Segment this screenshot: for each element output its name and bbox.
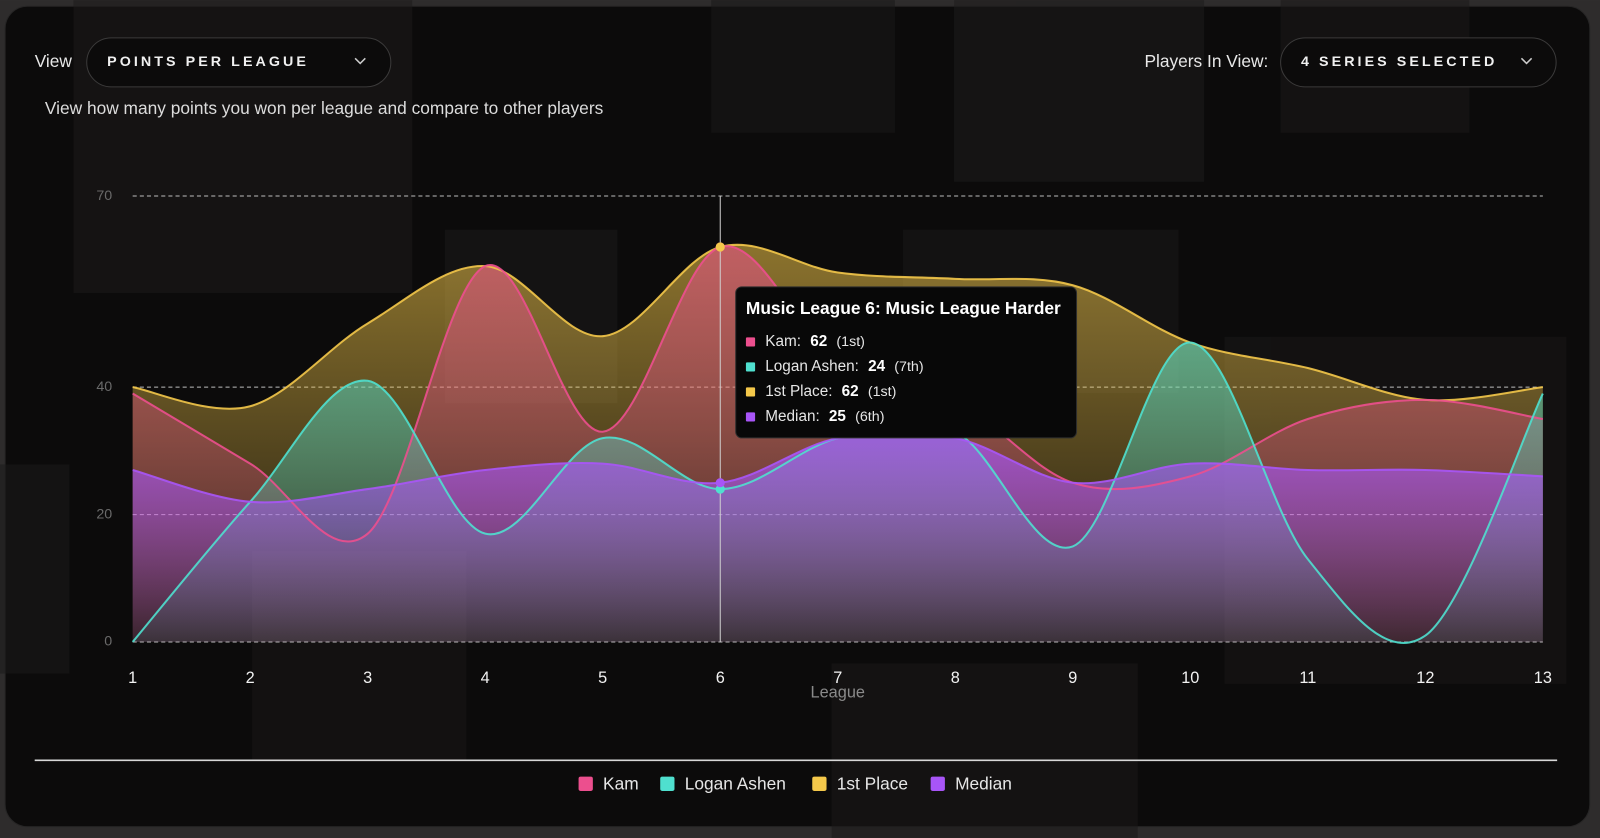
tooltip-value: 25 — [829, 408, 847, 425]
legend-label: Logan Ashen — [685, 773, 786, 793]
tooltip-swatch — [745, 362, 756, 372]
x-tick-label: 2 — [246, 669, 255, 687]
tooltip-row: Median: 25 (6th) — [765, 408, 884, 425]
y-tick-label: 70 — [96, 188, 112, 204]
x-tick-label: 3 — [363, 669, 372, 687]
view-value: POINTS PER LEAGUE — [107, 54, 309, 70]
cover — [0, 464, 70, 674]
players-value: 4 SERIES SELECTED — [1301, 54, 1497, 70]
tooltip-swatch — [745, 387, 756, 397]
y-tick-label: 20 — [96, 506, 112, 522]
tooltip-rank: (1st) — [868, 384, 897, 400]
cover — [711, 0, 895, 133]
hover-dot — [715, 478, 725, 488]
x-tick-label: 13 — [1534, 669, 1552, 687]
legend-swatch — [812, 776, 827, 791]
tooltip-swatch — [745, 412, 756, 422]
tooltip-swatch — [745, 337, 756, 347]
legend-swatch — [578, 776, 593, 791]
cover — [831, 663, 1138, 838]
line — [132, 245, 1544, 543]
tooltip-rank: (1st) — [836, 334, 865, 350]
legend-label: Median — [955, 773, 1012, 793]
x-tick-label: 4 — [481, 669, 490, 687]
tooltip-box — [735, 286, 1078, 439]
tooltip-name: 1st Place: — [765, 383, 832, 400]
area — [132, 432, 1543, 642]
x-tick-label: 5 — [598, 669, 607, 687]
x-axis-title: League — [811, 683, 865, 701]
hover-dot — [715, 242, 725, 252]
x-tick-label: 10 — [1181, 669, 1199, 687]
legend-label: 1st Place — [837, 773, 908, 793]
chevron — [354, 57, 366, 65]
line — [132, 243, 1543, 410]
x-tick-label: 12 — [1416, 669, 1434, 687]
tooltip-rank: (6th) — [855, 409, 884, 425]
view-dropdown[interactable] — [86, 37, 392, 88]
legend-swatch — [660, 776, 675, 791]
legend-swatch — [930, 776, 945, 791]
cover — [954, 0, 1205, 182]
legend: Kam Logan Ashen 1st Place Median — [578, 773, 1012, 793]
players-dropdown[interactable] — [1280, 37, 1557, 88]
description: View how many points you won per league … — [45, 98, 604, 118]
tooltip-row: Kam: 62 (1st) — [765, 333, 865, 350]
tooltip-title: Music League 6: Music League Harder — [746, 298, 1061, 318]
tooltip-value: 24 — [868, 358, 886, 375]
view-label: View — [35, 51, 73, 71]
x-tick-label: 8 — [951, 669, 960, 687]
x-tick-label: 7 — [833, 669, 842, 687]
x-tick-label: 6 — [716, 669, 725, 687]
tooltip-rank: (7th) — [894, 359, 923, 375]
chevron — [1520, 57, 1533, 65]
tooltip: Music League 6: Music League Harder Kam: 6… — [735, 286, 1078, 439]
tooltip-name: Kam: — [765, 333, 801, 350]
x-tick-label: 11 — [1299, 669, 1316, 687]
tooltip-name: Median: — [765, 408, 819, 425]
tooltip-value: 62 — [810, 333, 827, 350]
legend-label: Kam — [603, 773, 639, 793]
hover-dot — [715, 484, 725, 494]
tooltip-row: Logan Ashen: 24 (7th) — [765, 358, 923, 375]
tooltip-row: 1st Place: 62 (1st) — [765, 383, 896, 400]
players-label: Players In View: — [1144, 51, 1268, 71]
tooltip-name: Logan Ashen: — [765, 358, 859, 375]
y-tick-label: 0 — [104, 634, 112, 650]
y-tick-label: 40 — [96, 379, 112, 395]
x-tick-label: 1 — [128, 669, 137, 687]
tooltip-value: 62 — [842, 383, 859, 400]
x-tick-label: 9 — [1068, 669, 1077, 687]
